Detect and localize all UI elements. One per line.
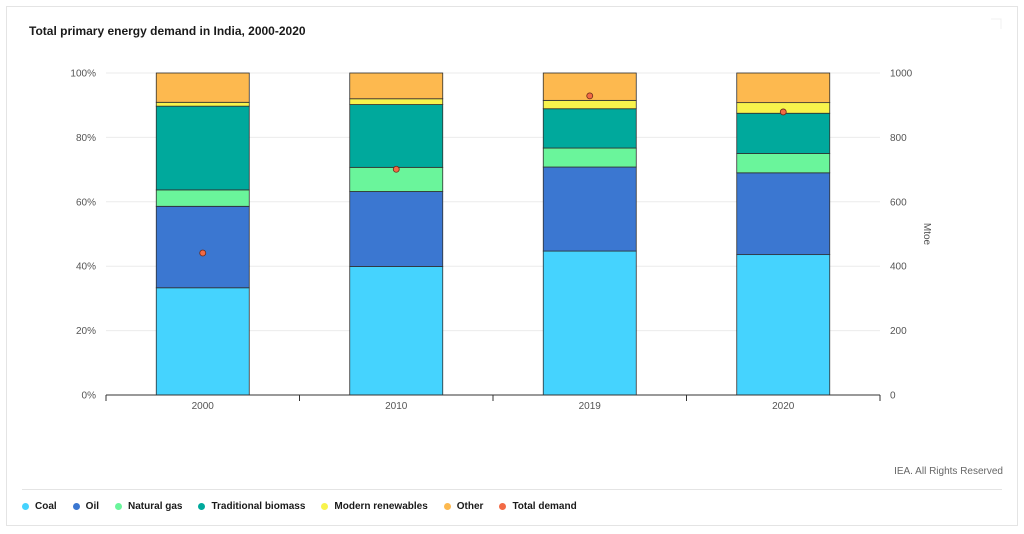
bar-segment: [542, 147, 637, 168]
y-right-axis-label: Mtoe: [921, 223, 932, 246]
legend-item[interactable]: Total demand: [499, 501, 577, 512]
x-tick-label: 2019: [579, 401, 602, 412]
bar-segment: [736, 172, 831, 256]
legend-divider: [22, 489, 1002, 490]
legend-swatch-icon: [321, 503, 329, 510]
y-right-tick-label: 600: [890, 197, 907, 208]
bar-segment: [349, 72, 444, 100]
y-right-tick-label: 200: [890, 326, 907, 337]
x-tick-label: 2010: [385, 401, 408, 412]
x-tick-label: 2020: [772, 401, 795, 412]
x-tick-label: 2000: [192, 401, 215, 412]
legend-swatch-icon: [115, 503, 123, 510]
y-left-tick-label: 80%: [76, 133, 96, 144]
corner-mark-icon: [991, 18, 1002, 29]
credit-text: IEA. All Rights Reserved: [894, 466, 1003, 477]
legend-swatch-icon: [499, 503, 507, 510]
total-demand-point: [199, 249, 207, 257]
bar-segment: [542, 99, 637, 110]
bar-segment: [155, 72, 250, 103]
legend-item[interactable]: Coal: [22, 501, 57, 512]
bar-segment: [155, 105, 250, 191]
legend-label: Other: [456, 501, 484, 512]
bar-segment: [155, 189, 250, 207]
y-left-tick-label: 0%: [82, 391, 97, 402]
y-right-tick-label: 400: [890, 262, 907, 273]
bar-segment: [542, 250, 637, 396]
bar-segment: [349, 191, 444, 267]
legend-item[interactable]: Traditional biomass: [198, 501, 305, 512]
bar-segment: [736, 72, 831, 104]
legend-label: Oil: [85, 501, 100, 512]
y-right-tick-label: 800: [890, 133, 907, 144]
legend-label: Natural gas: [128, 501, 183, 512]
legend-swatch-icon: [198, 503, 206, 510]
y-left-tick-label: 60%: [76, 197, 96, 208]
bar-segment: [736, 112, 831, 154]
legend-swatch-icon: [72, 503, 80, 510]
y-right-tick-label: 1000: [890, 69, 913, 80]
total-demand-point: [586, 92, 594, 100]
bar-segment: [736, 153, 831, 174]
y-left-tick-label: 20%: [76, 326, 96, 337]
legend-label: Coal: [35, 501, 57, 512]
bar-segment: [349, 104, 444, 168]
legend-swatch-icon: [443, 503, 451, 510]
bar-segment: [349, 98, 444, 105]
bar-segment: [349, 266, 444, 396]
legend: Coal Oil Natural gas Traditional biomass Mod…: [22, 501, 577, 512]
chart-title: Total primary energy demand in India, 20…: [29, 24, 306, 38]
legend-label: Modern renewables: [334, 501, 428, 512]
y-right-tick-label: 0: [890, 391, 896, 402]
y-left-tick-label: 100%: [70, 69, 96, 80]
total-demand-point: [779, 108, 787, 116]
legend-label: Traditional biomass: [211, 501, 306, 512]
bar-segment: [542, 108, 637, 149]
bar-segment: [155, 205, 250, 289]
y-left-tick-label: 40%: [76, 262, 96, 273]
legend-label: Total demand: [512, 501, 577, 512]
legend-swatch-icon: [22, 503, 29, 510]
legend-item[interactable]: Modern renewables: [321, 501, 428, 512]
legend-item[interactable]: Natural gas: [115, 501, 182, 512]
legend-item[interactable]: Other: [443, 501, 484, 512]
bar-segment: [155, 101, 250, 107]
bar-segment: [155, 287, 250, 396]
bar-segment: [542, 166, 637, 252]
total-demand-point: [392, 165, 400, 173]
bar-segment: [736, 254, 831, 396]
legend-item[interactable]: Oil: [72, 501, 100, 512]
